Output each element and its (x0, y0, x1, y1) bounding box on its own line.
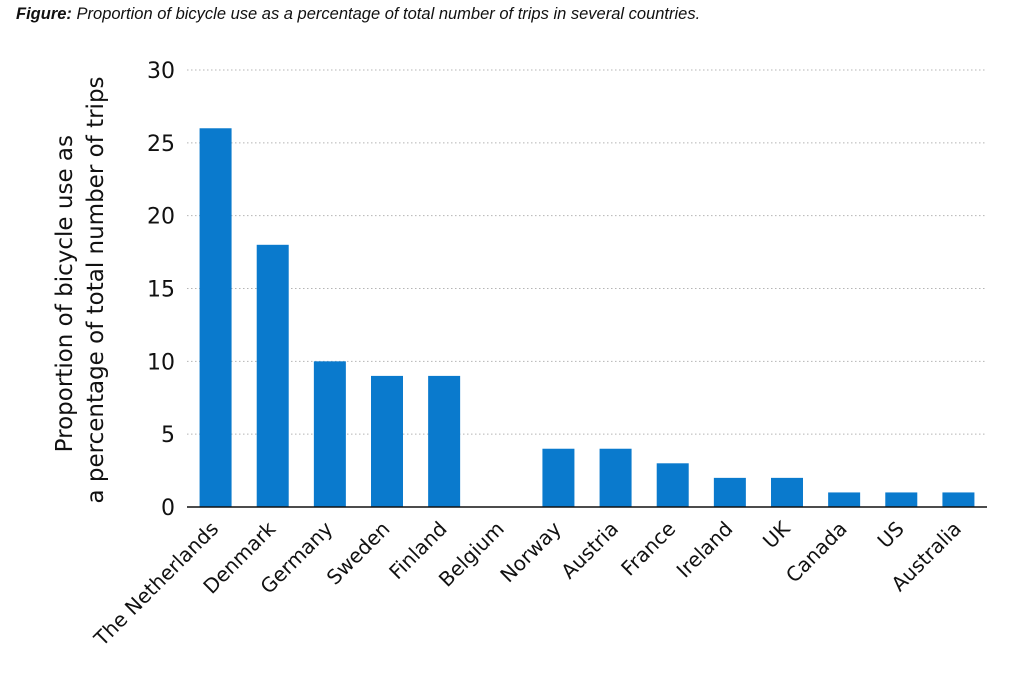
y-tick-label: 10 (147, 350, 175, 375)
x-tick-label: UK (758, 516, 795, 553)
x-tick-label: Sweden (322, 517, 395, 590)
x-tick-label: Ireland (672, 517, 738, 583)
bar (771, 477, 803, 507)
bar (542, 448, 575, 507)
bar (256, 244, 289, 508)
bar (371, 375, 403, 507)
x-tick-label: US (873, 517, 909, 553)
bar (828, 492, 861, 507)
gridlines (187, 69, 987, 435)
figure-caption-label: Figure: (16, 5, 72, 23)
bar (713, 477, 746, 507)
x-tick-labels: The NetherlandsDenmarkGermanySwedenFinla… (88, 516, 966, 651)
x-tick-label: Canada (781, 517, 852, 588)
bar (199, 128, 232, 507)
bar (599, 448, 632, 507)
y-tick-label: 5 (161, 423, 175, 448)
y-axis-title-line-2: a percentage of total number of trips (83, 76, 109, 503)
y-axis-title: Proportion of bicycle use as a percentag… (52, 76, 109, 503)
bar (942, 492, 975, 507)
bars (199, 128, 975, 508)
x-tick-label: Norway (495, 516, 566, 587)
y-tick-label: 30 (147, 59, 175, 84)
bar (313, 361, 346, 507)
figure-caption: Figure: Proportion of bicycle use as a p… (16, 5, 700, 24)
x-tick-label: Austria (556, 517, 623, 584)
y-tick-label: 15 (147, 278, 175, 303)
bar (428, 375, 461, 507)
y-tick-label: 20 (147, 205, 175, 230)
bar (656, 463, 689, 507)
x-tick-label: France (616, 517, 680, 581)
bar (885, 492, 918, 507)
figure-caption-text: Proportion of bicycle use as a percentag… (76, 5, 701, 23)
y-tick-label: 0 (161, 496, 175, 521)
y-tick-labels: 0 5 10 15 20 25 30 (147, 59, 175, 521)
y-axis-title-line-1: Proportion of bicycle use as (52, 135, 78, 452)
y-tick-label: 25 (147, 132, 175, 157)
